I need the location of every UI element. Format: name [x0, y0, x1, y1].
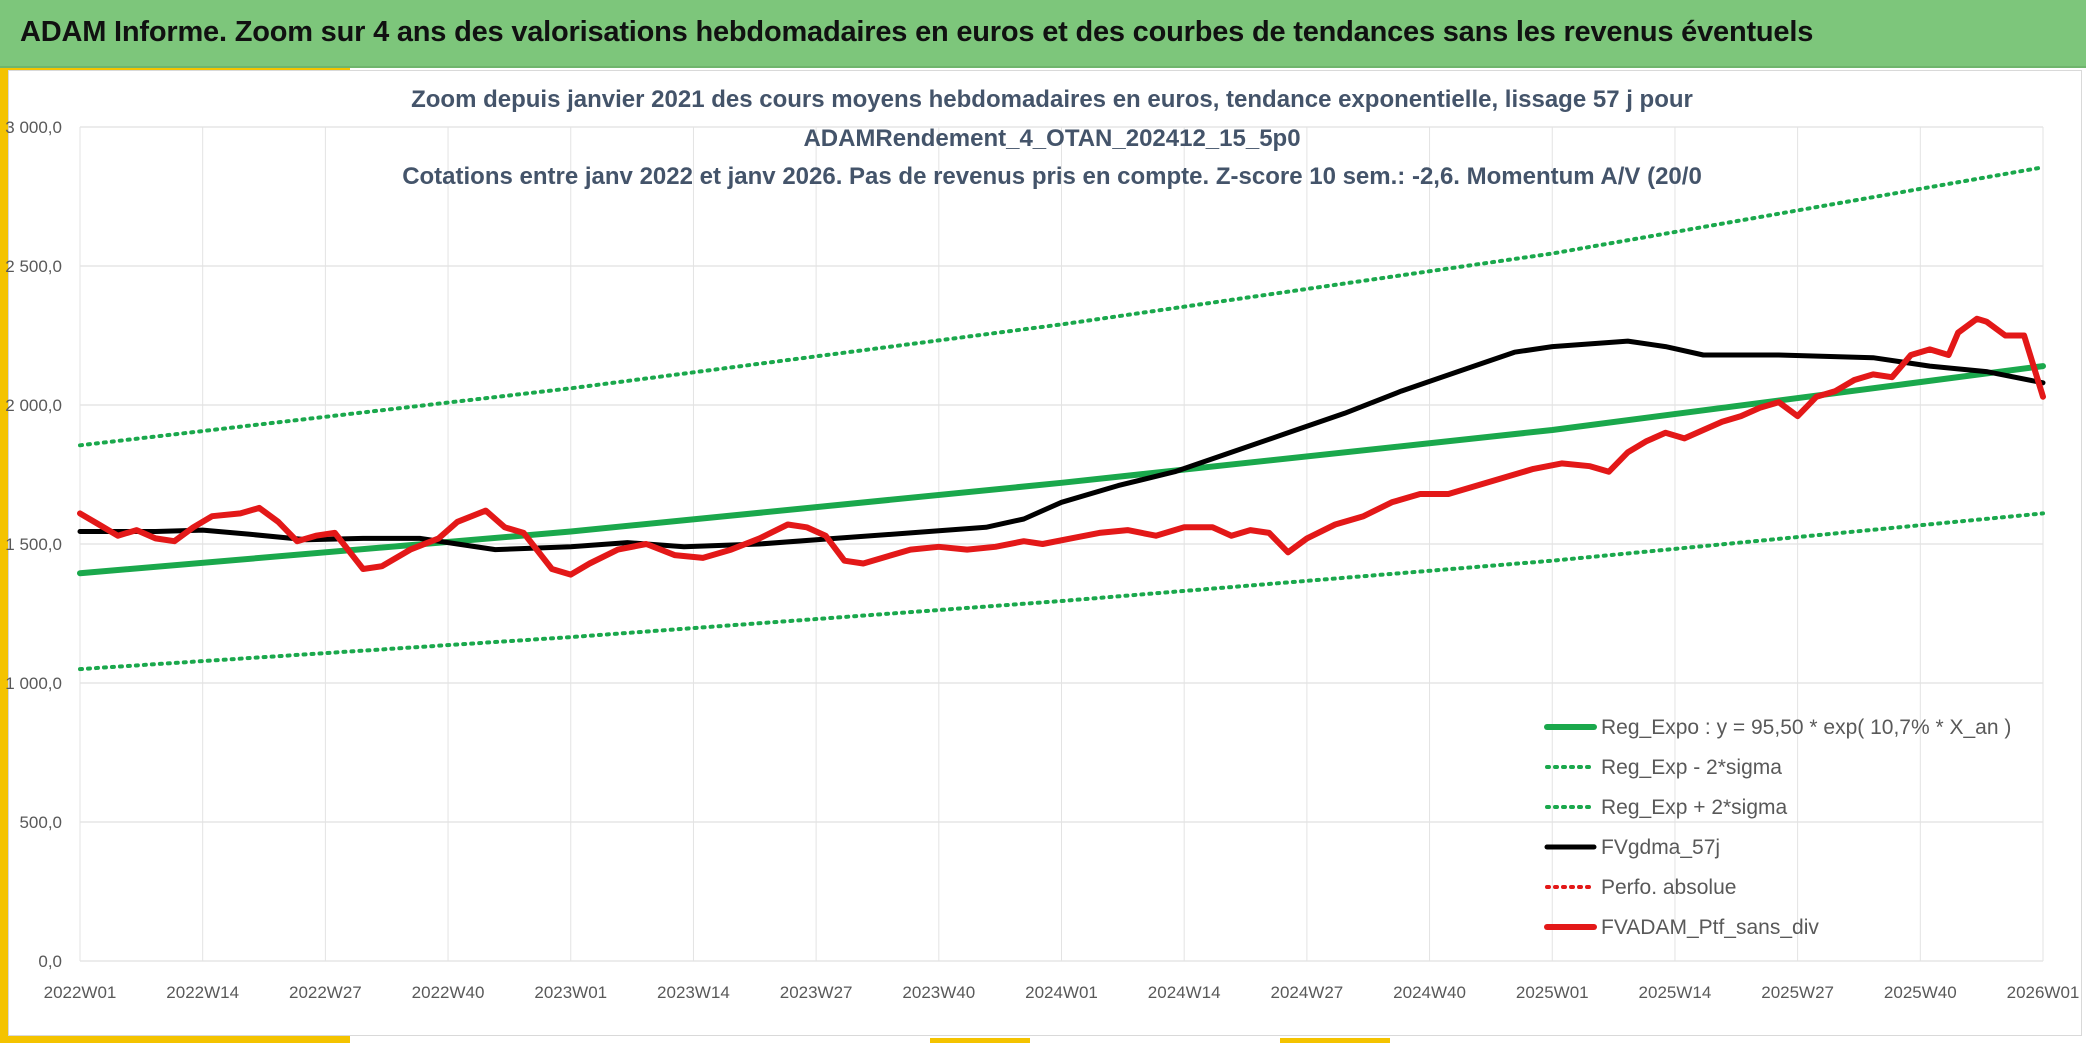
chart-title-line: ADAMRendement_4_OTAN_202412_15_5p0 [803, 125, 1300, 152]
x-tick-label: 2025W01 [1516, 983, 1589, 1002]
banner-title: ADAM Informe. Zoom sur 4 ans des valoris… [20, 16, 1814, 48]
y-tick-label: 2 500,0 [5, 257, 62, 276]
y-tick-label: 0,0 [38, 952, 62, 971]
x-tick-label: 2025W14 [1639, 983, 1712, 1002]
legend-label: Reg_Exp - 2*sigma [1601, 756, 1782, 779]
x-tick-label: 2026W01 [2007, 983, 2080, 1002]
x-tick-label: 2022W27 [289, 983, 362, 1002]
y-tick-label: 1 500,0 [5, 535, 62, 554]
chart-title-line: Cotations entre janv 2022 et janv 2026. … [402, 163, 1702, 190]
legend-label: Perfo. absolue [1601, 876, 1736, 899]
accent-bar-left [0, 68, 8, 1043]
x-tick-label: 2023W27 [780, 983, 853, 1002]
y-tick-label: 500,0 [19, 813, 62, 832]
y-tick-label: 2 000,0 [5, 396, 62, 415]
legend-label: FVgdma_57j [1601, 836, 1720, 859]
y-tick-label: 1 000,0 [5, 674, 62, 693]
accent-bar-bottom-mid [930, 1038, 1030, 1043]
series-line-1 [78, 511, 2045, 672]
grid [79, 126, 2044, 962]
header-banner: ADAM Informe. Zoom sur 4 ans des valoris… [0, 0, 2086, 68]
legend-label: Reg_Expo : y = 95,50 * exp( 10,7% * X_an… [1601, 716, 2011, 739]
x-tick-label: 2023W40 [902, 983, 975, 1002]
accent-bar-bottom-right [1280, 1038, 1390, 1043]
series-line-0 [77, 363, 2046, 577]
chart-title: Zoom depuis janvier 2021 des cours moyen… [402, 86, 1702, 190]
x-tick-label: 2024W40 [1393, 983, 1466, 1002]
x-tick-label: 2024W14 [1148, 983, 1221, 1002]
series-line-3 [77, 338, 2046, 553]
x-tick-label: 2025W40 [1884, 983, 1957, 1002]
x-tick-label: 2023W01 [534, 983, 607, 1002]
x-tick-label: 2023W14 [657, 983, 730, 1002]
chart-title-line: Zoom depuis janvier 2021 des cours moyen… [411, 86, 1693, 113]
x-tick-label: 2024W01 [1025, 983, 1098, 1002]
legend: Reg_Expo : y = 95,50 * exp( 10,7% * X_an… [1544, 716, 2011, 939]
x-tick-label: 2024W27 [1270, 983, 1343, 1002]
x-tick-label: 2022W01 [44, 983, 117, 1002]
accent-bar-bottom [0, 1036, 350, 1043]
y-axis-ticks: 0,0 500,0 1 000,0 1 500,0 2 000,0 2 500,0 3 00… [5, 118, 62, 971]
legend-label: FVADAM_Ptf_sans_div [1601, 916, 1819, 939]
series-line-2 [78, 165, 2045, 448]
y-tick-label: 3 000,0 [5, 118, 62, 137]
legend-label: Reg_Exp + 2*sigma [1601, 796, 1788, 819]
x-tick-label: 2025W27 [1761, 983, 1834, 1002]
x-axis-ticks: 2022W01 2022W14 2022W27 2022W40 2023W01 2023W… [44, 983, 2080, 1002]
series-lines [77, 165, 2046, 672]
x-tick-label: 2022W40 [412, 983, 485, 1002]
x-tick-label: 2022W14 [166, 983, 239, 1002]
series-line-5 [77, 315, 2046, 578]
